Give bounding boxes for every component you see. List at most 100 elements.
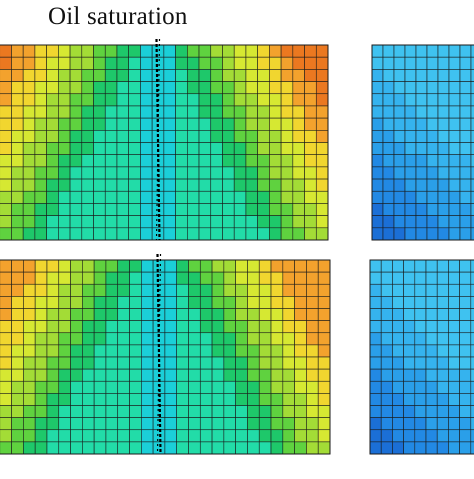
grid-cell bbox=[415, 215, 428, 229]
grid-cell bbox=[380, 393, 393, 406]
grid-cell bbox=[235, 344, 248, 358]
grid-cell bbox=[82, 405, 95, 418]
grid-cell bbox=[163, 215, 176, 229]
grid-cell bbox=[459, 308, 472, 321]
grid-cell bbox=[436, 393, 449, 406]
grid-cell bbox=[315, 190, 329, 204]
grid-cell bbox=[187, 190, 200, 204]
grid-cell bbox=[282, 429, 295, 443]
grid-cell bbox=[58, 142, 71, 155]
grid-cell bbox=[81, 44, 94, 58]
grid-cell bbox=[211, 283, 225, 297]
grid-cell bbox=[11, 441, 24, 455]
grid-cell bbox=[269, 227, 282, 241]
grid-cell bbox=[282, 283, 295, 297]
grid-cell bbox=[315, 142, 329, 155]
grid-cell bbox=[392, 320, 404, 334]
grid-cell bbox=[141, 393, 154, 406]
grid-cell bbox=[382, 130, 395, 143]
grid-cell bbox=[34, 308, 48, 321]
grid-cell bbox=[151, 215, 165, 229]
grid-cell bbox=[436, 271, 449, 285]
grid-cell bbox=[70, 283, 83, 297]
grid-cell bbox=[58, 271, 71, 285]
grid-cell bbox=[380, 356, 393, 370]
water-top-panel bbox=[371, 44, 474, 241]
grid-cell bbox=[0, 320, 12, 334]
grid-cell bbox=[371, 69, 384, 82]
grid-cell bbox=[235, 393, 248, 406]
grid-cell bbox=[459, 130, 472, 143]
grid-cell bbox=[199, 332, 213, 346]
grid-cell bbox=[304, 142, 317, 155]
grid-cell bbox=[210, 142, 223, 155]
grid-cell bbox=[223, 417, 236, 431]
grid-cell bbox=[198, 166, 212, 180]
grid-cell bbox=[188, 283, 201, 297]
grid-cell bbox=[437, 203, 450, 216]
grid-cell bbox=[0, 380, 12, 394]
grid-cell bbox=[459, 56, 472, 70]
grid-cell bbox=[176, 368, 189, 382]
grid-cell bbox=[247, 405, 260, 418]
grid-cell bbox=[459, 368, 472, 382]
grid-cell bbox=[426, 203, 439, 216]
grid-cell bbox=[282, 380, 295, 394]
grid-cell bbox=[81, 227, 94, 241]
grid-cell bbox=[175, 81, 188, 95]
grid-cell bbox=[257, 178, 270, 192]
grid-cell bbox=[58, 93, 71, 107]
grid-cell bbox=[280, 142, 294, 155]
grid-cell bbox=[11, 190, 24, 204]
grid-cell bbox=[426, 117, 439, 131]
grid-cell bbox=[163, 154, 176, 168]
grid-cell bbox=[93, 154, 106, 168]
grid-cell bbox=[129, 429, 142, 443]
grid-cell bbox=[11, 215, 24, 229]
grid-cell bbox=[34, 56, 47, 70]
grid-cell bbox=[270, 332, 284, 346]
grid-cell bbox=[58, 283, 71, 297]
grid-cell bbox=[315, 154, 329, 168]
grid-cell bbox=[304, 178, 317, 192]
grid-cell bbox=[270, 296, 284, 309]
grid-cell bbox=[371, 44, 384, 58]
grid-cell bbox=[426, 93, 439, 107]
grid-cell bbox=[141, 368, 154, 382]
grid-cell bbox=[222, 154, 235, 168]
grid-cell bbox=[34, 93, 47, 107]
grid-cell bbox=[69, 93, 83, 107]
grid-cell bbox=[93, 356, 107, 370]
grid-cell bbox=[222, 166, 235, 180]
grid-cell bbox=[371, 117, 384, 131]
grid-cell bbox=[304, 105, 317, 119]
grid-cell bbox=[0, 308, 12, 321]
grid-cell bbox=[306, 271, 319, 285]
fracture-line bbox=[155, 38, 161, 241]
grid-cell bbox=[34, 283, 48, 297]
grid-cell bbox=[70, 393, 83, 406]
grid-cell bbox=[222, 142, 235, 155]
grid-cell bbox=[23, 320, 36, 334]
grid-cell bbox=[282, 368, 295, 382]
grid-cell bbox=[436, 380, 449, 394]
grid-cell bbox=[258, 332, 272, 346]
grid-cell bbox=[257, 81, 270, 95]
grid-cell bbox=[414, 405, 427, 418]
grid-cell bbox=[235, 308, 248, 321]
grid-cell bbox=[459, 429, 472, 443]
grid-cell bbox=[235, 283, 248, 297]
grid-cell bbox=[437, 56, 450, 70]
grid-cell bbox=[371, 190, 384, 204]
grid-cell bbox=[210, 215, 223, 229]
grid-cell bbox=[93, 203, 106, 216]
grid-cell bbox=[269, 203, 282, 216]
grid-cell bbox=[81, 69, 94, 82]
grid-cell bbox=[470, 227, 474, 241]
grid-cell bbox=[128, 105, 141, 119]
grid-cell bbox=[436, 259, 449, 273]
grid-cell bbox=[459, 154, 472, 168]
grid-cell bbox=[70, 441, 83, 455]
grid-cell bbox=[437, 69, 450, 82]
grid-cell bbox=[22, 166, 36, 180]
